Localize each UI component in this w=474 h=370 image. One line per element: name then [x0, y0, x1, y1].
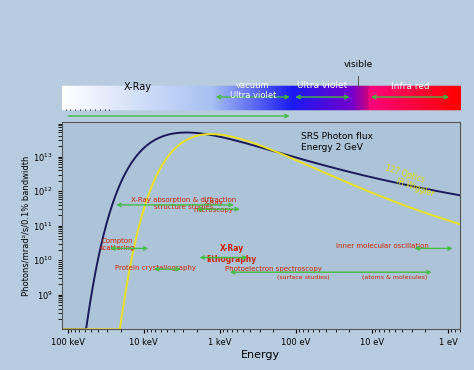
Text: Photoelectron spectroscopy: Photoelectron spectroscopy — [225, 266, 321, 272]
Text: visible: visible — [344, 60, 373, 70]
Y-axis label: Photons/mrad²/s/0.1% bandwidth: Photons/mrad²/s/0.1% bandwidth — [21, 155, 30, 296]
Text: Infra red: Infra red — [391, 82, 429, 91]
Text: 127 Optics: 127 Optics — [384, 163, 426, 184]
Text: Inner molecular oscillation: Inner molecular oscillation — [336, 243, 428, 249]
Text: (atoms & molecules): (atoms & molecules) — [362, 275, 428, 280]
Text: SRS Photon flux
Energy 2 GeV: SRS Photon flux Energy 2 GeV — [301, 132, 373, 152]
Text: Compton
scattering: Compton scattering — [100, 238, 135, 251]
Text: Protein crystallography: Protein crystallography — [115, 265, 196, 271]
Text: (surface studies): (surface studies) — [277, 275, 329, 280]
X-axis label: Energy: Energy — [241, 350, 280, 360]
Text: vacuum
Ultra violet: vacuum Ultra violet — [229, 81, 276, 100]
Text: Ultra violet: Ultra violet — [297, 81, 347, 90]
Text: X-Ray
microscopy: X-Ray microscopy — [194, 201, 234, 213]
Text: X-Ray
lithography: X-Ray lithography — [207, 245, 257, 264]
Text: X-Ray absorption & diffraction
structure studies: X-Ray absorption & diffraction structure… — [131, 196, 236, 210]
Text: IR Wiggler: IR Wiggler — [395, 176, 435, 199]
Text: X-Ray: X-Ray — [123, 82, 151, 92]
